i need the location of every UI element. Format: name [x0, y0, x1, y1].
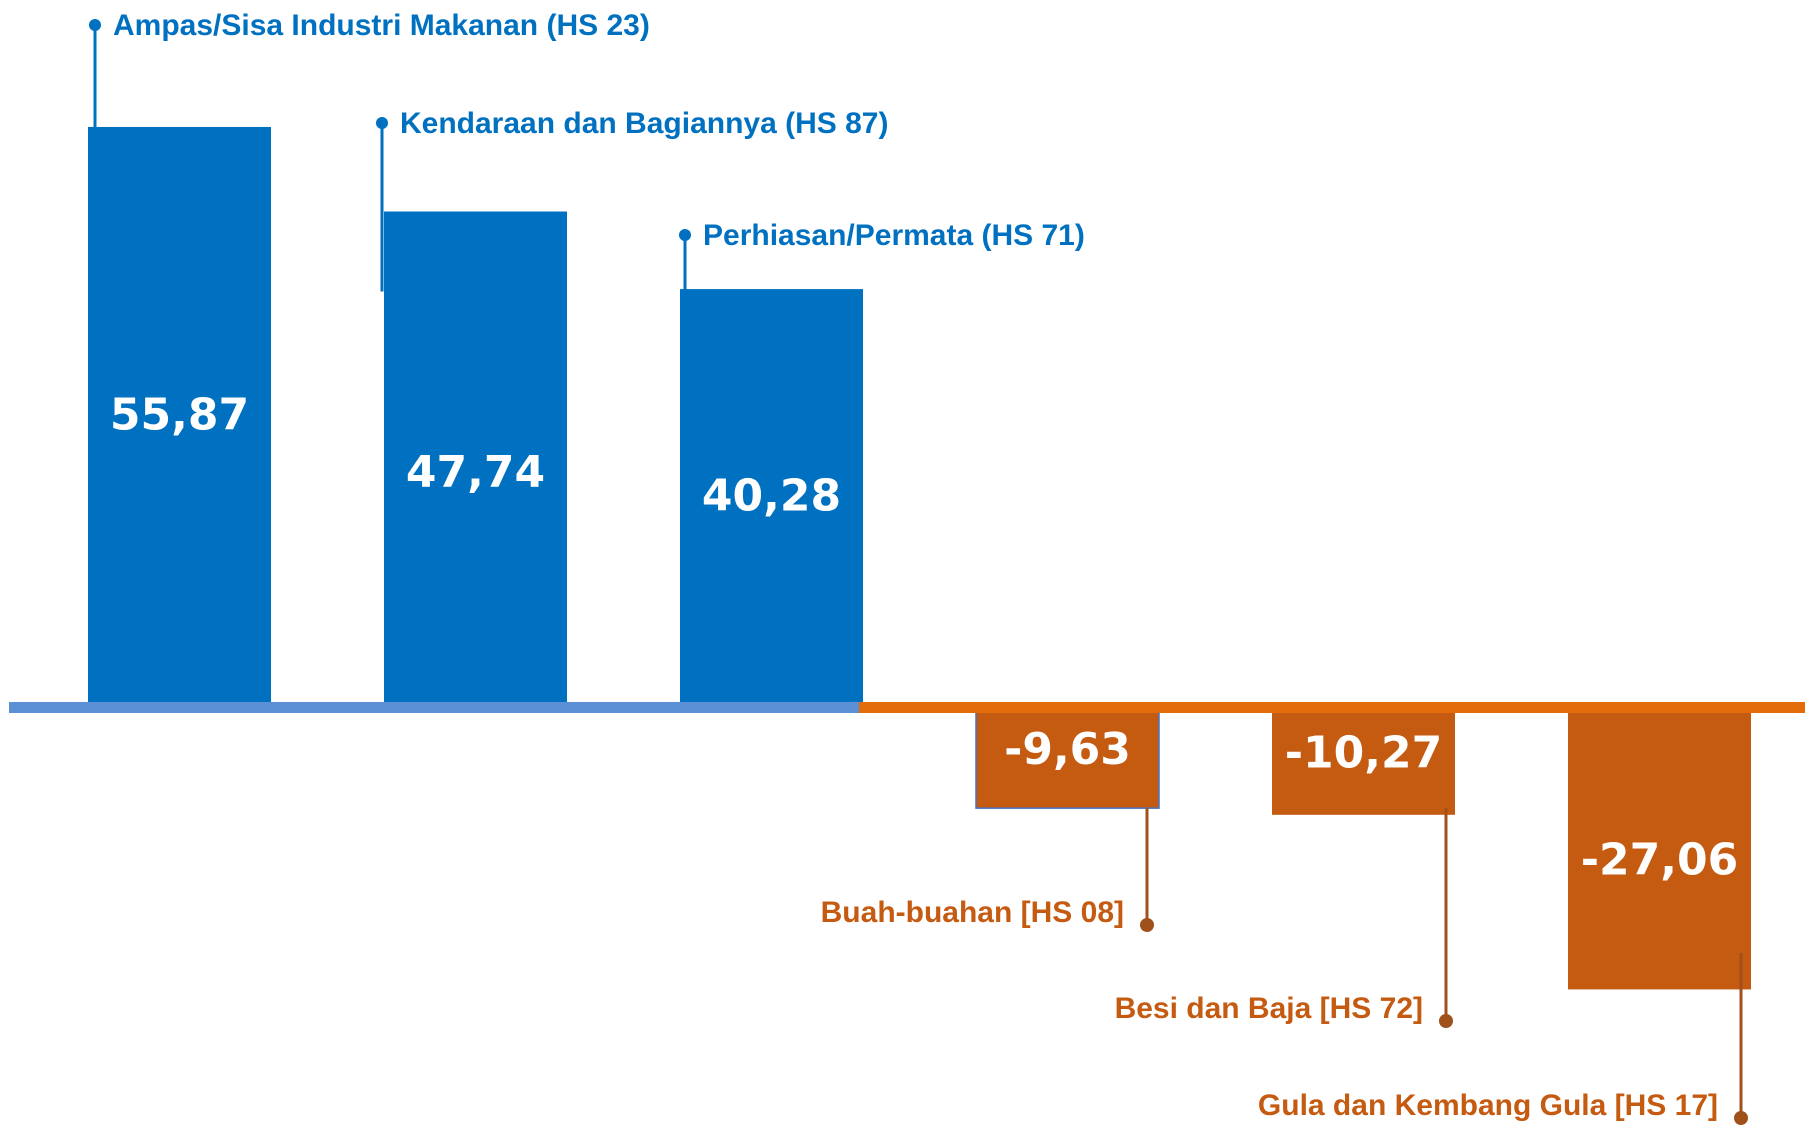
category-label: Besi dan Baja [HS 72]: [1115, 992, 1423, 1025]
bar: [88, 126, 271, 708]
baseline-negative: [859, 702, 1805, 713]
baseline-positive: [9, 702, 859, 713]
value-label: -10,27: [1285, 727, 1442, 778]
value-label: 47,74: [406, 447, 545, 498]
leader-dot: [89, 19, 101, 31]
category-label: Buah-buahan [HS 08]: [821, 896, 1124, 929]
category-label: Ampas/Sisa Industri Makanan (HS 23): [113, 9, 650, 42]
bar: [975, 707, 1160, 809]
value-label: 40,28: [702, 471, 841, 522]
leader-dot: [1439, 1014, 1453, 1028]
category-label: Gula dan Kembang Gula [HS 17]: [1258, 1089, 1718, 1122]
bar: [680, 289, 863, 708]
value-label: 55,87: [110, 389, 249, 440]
category-label: Perhiasan/Permata (HS 71): [703, 219, 1085, 252]
bar: [384, 211, 567, 708]
leader-dot: [376, 117, 388, 129]
category-label: Kendaraan dan Bagiannya (HS 87): [400, 107, 888, 140]
bar: [1568, 708, 1751, 990]
leader-dot: [1734, 1111, 1748, 1125]
leader-dot: [679, 229, 691, 241]
leader-dot: [1140, 918, 1154, 932]
value-label: -9,63: [1004, 724, 1131, 775]
bar: [1272, 708, 1455, 815]
value-label: -27,06: [1581, 835, 1738, 886]
